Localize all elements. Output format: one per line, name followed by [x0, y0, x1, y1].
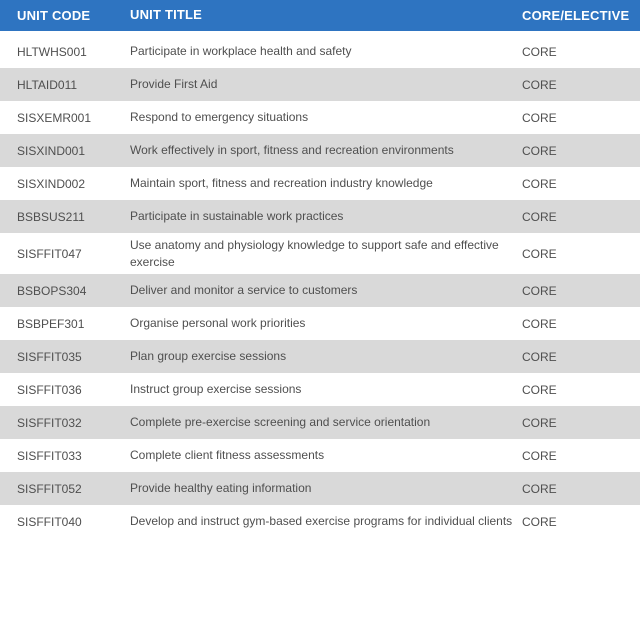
unit-code-cell: BSBPEF301 — [17, 316, 85, 331]
core-elective-cell: CORE — [522, 316, 557, 331]
table-row: SISXIND002 Maintain sport, fitness and r… — [0, 167, 640, 200]
table-row: SISXIND001 Work effectively in sport, fi… — [0, 134, 640, 167]
core-elective-cell: CORE — [522, 77, 557, 92]
table-row: BSBPEF301 Organise personal work priorit… — [0, 307, 640, 340]
unit-title-cell: Complete pre-exercise screening and serv… — [130, 415, 431, 430]
unit-title-cell: Deliver and monitor a service to custome… — [130, 283, 358, 298]
table-row: SISXEMR001 Respond to emergency situatio… — [0, 101, 640, 134]
table-row: SISFFIT032 Complete pre-exercise screeni… — [0, 406, 640, 439]
core-elective-cell: CORE — [522, 110, 557, 125]
table-row: SISFFIT047 Use anatomy and physiology kn… — [0, 233, 640, 274]
table-row: SISFFIT035 Plan group exercise sessions … — [0, 340, 640, 373]
unit-code-cell: SISFFIT033 — [17, 448, 82, 463]
unit-code-cell: SISXIND001 — [17, 143, 86, 158]
unit-title-cell: Participate in workplace health and safe… — [130, 44, 352, 59]
table-row: SISFFIT040 Develop and instruct gym-base… — [0, 505, 640, 538]
core-elective-cell: CORE — [522, 283, 557, 298]
unit-code-cell: BSBSUS211 — [17, 209, 85, 224]
unit-title-cell: Plan group exercise sessions — [130, 349, 287, 364]
table-row: SISFFIT036 Instruct group exercise sessi… — [0, 373, 640, 406]
core-elective-cell: CORE — [522, 349, 557, 364]
unit-code-cell: SISXIND002 — [17, 176, 86, 191]
unit-code-cell: SISFFIT047 — [17, 246, 82, 261]
unit-title-cell: Provide First Aid — [130, 77, 218, 92]
unit-code-cell: SISXEMR001 — [17, 110, 92, 125]
table-row: SISFFIT033 Complete client fitness asses… — [0, 439, 640, 472]
unit-title-cell: Maintain sport, fitness and recreation i… — [130, 176, 433, 191]
unit-code-cell: HLTAID011 — [17, 77, 78, 92]
table-body: HLTWHS001 Participate in workplace healt… — [0, 35, 640, 538]
unit-title-cell: Use anatomy and physiology knowledge to … — [130, 238, 499, 269]
table-row: HLTAID011 Provide First Aid CORE — [0, 68, 640, 101]
table-row: BSBOPS304 Deliver and monitor a service … — [0, 274, 640, 307]
unit-code-cell: SISFFIT036 — [17, 382, 82, 397]
core-elective-cell: CORE — [522, 382, 557, 397]
core-elective-cell: CORE — [522, 44, 557, 59]
unit-title-cell: Provide healthy eating information — [130, 481, 312, 496]
core-elective-cell: CORE — [522, 209, 557, 224]
units-table: UNIT CODE UNIT TITLE CORE/ELECTIVE HLTWH… — [0, 0, 640, 538]
unit-title-cell: Complete client fitness assessments — [130, 448, 325, 463]
column-header-unit-title: UNIT TITLE — [130, 7, 203, 23]
table-header-row: UNIT CODE UNIT TITLE CORE/ELECTIVE — [0, 0, 640, 31]
unit-code-cell: BSBOPS304 — [17, 283, 87, 298]
table-row: HLTWHS001 Participate in workplace healt… — [0, 35, 640, 68]
unit-title-cell: Work effectively in sport, fitness and r… — [130, 143, 454, 158]
column-header-core-elective: CORE/ELECTIVE — [522, 8, 630, 23]
core-elective-cell: CORE — [522, 481, 557, 496]
core-elective-cell: CORE — [522, 143, 557, 158]
table-row: SISFFIT052 Provide healthy eating inform… — [0, 472, 640, 505]
core-elective-cell: CORE — [522, 176, 557, 191]
unit-code-cell: SISFFIT032 — [17, 415, 82, 430]
unit-title-cell: Organise personal work priorities — [130, 316, 306, 331]
column-header-unit-code: UNIT CODE — [17, 8, 91, 23]
table-row: BSBSUS211 Participate in sustainable wor… — [0, 200, 640, 233]
core-elective-cell: CORE — [522, 415, 557, 430]
unit-title-cell: Instruct group exercise sessions — [130, 382, 302, 397]
unit-code-cell: SISFFIT040 — [17, 514, 82, 529]
unit-code-cell: SISFFIT052 — [17, 481, 82, 496]
unit-code-cell: HLTWHS001 — [17, 44, 87, 59]
unit-title-cell: Respond to emergency situations — [130, 110, 309, 125]
unit-code-cell: SISFFIT035 — [17, 349, 82, 364]
unit-title-cell: Develop and instruct gym-based exercise … — [130, 514, 513, 529]
unit-title-cell: Participate in sustainable work practice… — [130, 209, 344, 224]
core-elective-cell: CORE — [522, 246, 557, 261]
core-elective-cell: CORE — [522, 514, 557, 529]
core-elective-cell: CORE — [522, 448, 557, 463]
